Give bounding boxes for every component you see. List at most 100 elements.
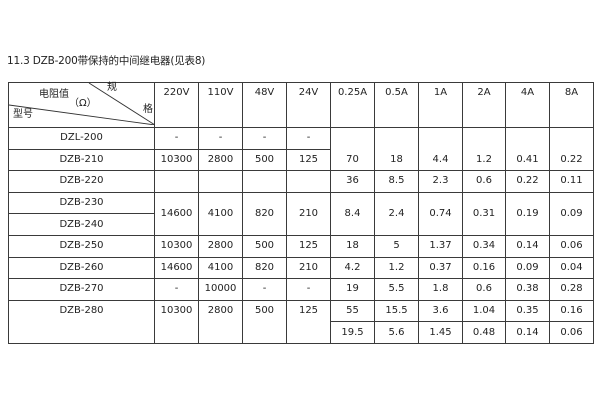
current-value-cell: 4.4 [418, 126, 463, 172]
current-value-cell: 2.4 [374, 191, 419, 236]
current-value-cell: 5.5 [374, 278, 419, 301]
current-value-cell: 0.16 [549, 299, 594, 323]
current-value-cell: 55 [330, 299, 375, 323]
model-cell: DZL-200 [8, 127, 155, 150]
voltage-value-cell: 14600 [154, 256, 199, 280]
voltage-value-cell [154, 170, 199, 193]
column-header: 220V [154, 82, 199, 128]
table-row: DZB-270-10000- -19 5.5 1.8 0.6 0.38 0.28 [8, 278, 594, 301]
current-value-cell: 18 [330, 234, 375, 258]
current-value-cell: 18 [374, 126, 419, 172]
column-header: 110V [198, 82, 243, 128]
model-cell: DZB-230 [8, 191, 155, 215]
table-row: DZB-220 36 8.5 2.3 0.6 0.22 0.11 [8, 170, 594, 193]
voltage-value-cell [286, 170, 331, 193]
current-value-cell: 0.38 [505, 278, 550, 301]
current-value-cell: 5 [374, 234, 419, 258]
table-row: DZB-230 14600 4100 820 210 8.4 2.4 0.74 0.31 0.19… [8, 191, 594, 236]
model-cell: DZB-270 [8, 278, 155, 301]
voltage-value-cell: - [242, 278, 287, 301]
model-cell: DZB-260 [8, 256, 155, 280]
current-value-cell: 0.74 [418, 191, 463, 236]
voltage-value-cell: - [242, 127, 287, 150]
voltage-value-cell: 210 [286, 256, 331, 280]
current-value-cell: 0.11 [549, 170, 594, 193]
resistance-table: 规 电阻值 （Ω） 格 型号 220V 110V 48V 24V 0.25A 0.5A 1A… [8, 82, 594, 344]
corner-header-cell: 规 电阻值 （Ω） 格 型号 [8, 82, 155, 128]
header-spec-right: 格 [143, 104, 153, 115]
current-value-cell: 0.06 [549, 321, 594, 344]
table-row: DZL-200- - - -70 18 4.4 1.2 0.41 0.22 [8, 126, 594, 172]
voltage-value-cell: 10300 [154, 148, 199, 172]
voltage-value-cell: - [154, 127, 199, 150]
current-value-cell: 2.3 [418, 170, 463, 193]
voltage-value-cell: 125 [286, 234, 331, 258]
current-value-cell: 0.6 [462, 278, 506, 301]
current-value-cell: 0.35 [505, 299, 550, 323]
header-resistance-label: 电阻值 [39, 89, 69, 100]
current-value-cell: 3.6 [418, 299, 463, 323]
column-header: 24V [286, 82, 331, 128]
column-header: 0.25A [330, 82, 375, 128]
header-unit: （Ω） [69, 98, 97, 109]
voltage-value-cell: 820 [242, 191, 287, 236]
table-row: 19.5 5.6 1.45 0.48 0.14 0.06 [9, 321, 594, 344]
current-value-cell: 1.2 [374, 256, 419, 280]
current-value-cell: 8.5 [374, 170, 419, 193]
voltage-value-cell: 2800 [198, 148, 243, 172]
current-value-cell: 0.48 [462, 321, 506, 344]
model-cell: DZB-210 [8, 148, 155, 172]
voltage-value-cell: - [154, 278, 199, 301]
current-value-cell: 19.5 [330, 321, 375, 344]
table-row: DZB-260 14600 4100 820 210 4.2 1.2 0.37 0.16 0.09… [8, 256, 594, 280]
current-value-cell: 70 [330, 126, 375, 172]
voltage-value-cell [198, 170, 243, 193]
column-header: 2A [462, 82, 506, 128]
voltage-value-cell [242, 170, 287, 193]
current-value-cell: 5.6 [374, 321, 419, 344]
column-header: 4A [505, 82, 550, 128]
current-value-cell: 0.06 [549, 234, 594, 258]
current-value-cell: 0.34 [462, 234, 506, 258]
header-spec-top: 规 [107, 82, 117, 93]
voltage-value-cell: 210 [286, 191, 331, 236]
diagonal-lines [9, 83, 155, 125]
table-row: DZB-250 10300 2800 500 125 18 5 1.37 0.34 0.14 0.0… [8, 234, 594, 258]
current-value-cell: 1.04 [462, 299, 506, 323]
table-row: DZB-210 10300 2800 500 125 [8, 148, 594, 172]
current-value-cell: 0.09 [549, 191, 594, 236]
model-cell: DZB-250 [8, 234, 155, 258]
current-value-cell: 8.4 [330, 191, 375, 236]
current-value-cell: 0.6 [462, 170, 506, 193]
voltage-value-cell: - [198, 127, 243, 150]
voltage-value-cell: 10300 [154, 234, 199, 258]
table-row: DZB-280 10300 2800 500 125 55 15.5 3.6 1.04 0.35 0… [8, 299, 594, 344]
table-row: DZB-240 [8, 213, 594, 236]
column-header: 48V [242, 82, 287, 128]
header-model-label: 型号 [13, 109, 33, 120]
voltage-value-cell: 10300 [154, 299, 199, 344]
current-value-cell: 0.04 [549, 256, 594, 280]
current-value-cell: 36 [330, 170, 375, 193]
current-value-cell: 19 [330, 278, 375, 301]
current-value-cell: 0.37 [418, 256, 463, 280]
current-value-cell: 0.19 [505, 191, 550, 236]
current-value-cell: 4.2 [330, 256, 375, 280]
current-value-cell: 0.16 [462, 256, 506, 280]
current-value-cell: 0.14 [505, 321, 550, 344]
current-value-cell: 15.5 [374, 299, 419, 323]
current-value-cell: 0.14 [505, 234, 550, 258]
voltage-value-cell: 500 [242, 234, 287, 258]
current-value-cell: 0.22 [505, 170, 550, 193]
model-cell: DZB-240 [8, 213, 155, 236]
model-cell: DZB-220 [8, 170, 155, 193]
current-value-cell: 0.31 [462, 191, 506, 236]
current-value-cell: 0.09 [505, 256, 550, 280]
voltage-value-cell: 500 [242, 148, 287, 172]
voltage-value-cell: 820 [242, 256, 287, 280]
voltage-value-cell: 2800 [198, 299, 243, 344]
current-value-cell: 0.28 [549, 278, 594, 301]
current-value-cell: 1.8 [418, 278, 463, 301]
voltage-value-cell: - [286, 127, 331, 150]
current-value-cell: 0.41 [505, 126, 550, 172]
